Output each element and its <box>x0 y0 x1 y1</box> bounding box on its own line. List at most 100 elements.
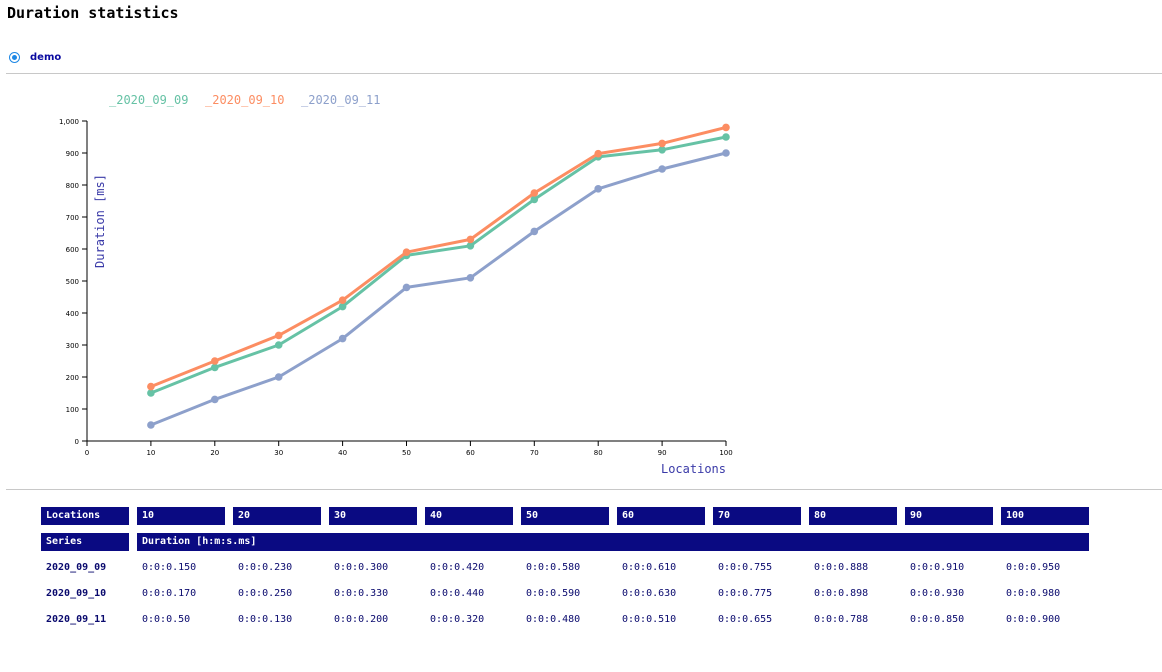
data-point <box>211 357 219 365</box>
series-line <box>150 125 727 388</box>
data-point <box>722 149 730 157</box>
data-point <box>722 123 730 132</box>
legend-entry: _2020_09_11 <box>301 93 380 107</box>
x-tick-label: 90 <box>658 449 667 457</box>
data-point <box>530 189 539 197</box>
duration-cell: 0:0:0.930 <box>910 588 965 599</box>
duration-cell: 0:0:0.440 <box>430 588 485 599</box>
data-point <box>594 149 602 158</box>
x-tick-label: 60 <box>466 449 475 457</box>
duration-cell: 0:0:0.130 <box>238 614 293 625</box>
duration-header: Duration [h:m:s.ms] <box>137 533 1089 551</box>
duration-cell: 0:0:0.850 <box>910 614 965 625</box>
data-point <box>658 146 666 154</box>
data-point <box>211 395 219 404</box>
series-name-cell: 2020_09_10 <box>46 588 107 599</box>
radio-button[interactable] <box>9 52 20 63</box>
y-tick-label: 500 <box>66 278 79 286</box>
duration-cell: 0:0:0.300 <box>334 562 389 573</box>
y-tick-label: 1,000 <box>59 118 79 126</box>
data-point <box>147 389 155 397</box>
legend-entry: _2020_09_09 <box>109 93 188 107</box>
data-point <box>658 165 666 173</box>
data-point <box>274 331 283 340</box>
y-tick-label: 100 <box>66 406 79 414</box>
page-title: Duration statistics <box>7 4 179 22</box>
location-header-cell: 10 <box>137 507 225 525</box>
series-line <box>150 151 727 427</box>
y-tick-label: 200 <box>66 374 79 382</box>
series-line <box>150 135 727 395</box>
x-axis-label: Locations <box>661 462 726 476</box>
data-point <box>530 227 539 236</box>
y-tick-label: 700 <box>66 214 79 222</box>
x-tick-label: 30 <box>274 449 283 457</box>
x-tick-label: 40 <box>338 449 347 457</box>
data-point <box>274 373 283 381</box>
data-point <box>211 363 219 372</box>
y-tick-label: 0 <box>75 438 79 446</box>
location-header-cell: 90 <box>905 507 993 525</box>
legend-entry: _2020_09_10 <box>205 93 284 107</box>
duration-cell: 0:0:0.775 <box>718 588 773 599</box>
duration-cell: 0:0:0.980 <box>1006 588 1061 599</box>
duration-cell: 0:0:0.480 <box>526 614 581 625</box>
locations-header: Locations <box>41 507 129 525</box>
duration-cell: 0:0:0.888 <box>814 562 869 573</box>
y-axis-label: Duration [ms] <box>93 174 107 268</box>
x-tick-label: 10 <box>146 449 155 457</box>
data-point <box>338 302 347 311</box>
y-tick-label: 600 <box>66 246 79 254</box>
location-header-cell: 30 <box>329 507 417 525</box>
divider-bottom <box>6 489 1162 490</box>
duration-cell: 0:0:0.250 <box>238 588 293 599</box>
x-tick-label: 0 <box>85 449 89 457</box>
duration-cell: 0:0:0.580 <box>526 562 581 573</box>
duration-cell: 0:0:0.655 <box>718 614 773 625</box>
series-name-cell: 2020_09_09 <box>46 562 107 573</box>
data-point <box>466 274 475 282</box>
series-selector[interactable]: demo <box>9 52 61 63</box>
duration-cell: 0:0:0.910 <box>910 562 965 573</box>
data-point <box>594 185 602 193</box>
duration-cell: 0:0:0.898 <box>814 588 869 599</box>
duration-cell: 0:0:0.788 <box>814 614 869 625</box>
data-point <box>338 296 347 304</box>
location-header-cell: 50 <box>521 507 609 525</box>
duration-cell: 0:0:0.900 <box>1006 614 1061 625</box>
duration-cell: 0:0:0.330 <box>334 588 389 599</box>
y-tick-label: 400 <box>66 310 79 318</box>
data-point <box>466 235 475 244</box>
data-point <box>466 242 475 250</box>
duration-cell: 0:0:0.510 <box>622 614 677 625</box>
data-point <box>402 283 411 292</box>
duration-cell: 0:0:0.50 <box>142 614 191 625</box>
duration-cell: 0:0:0.170 <box>142 588 197 599</box>
x-tick-label: 70 <box>530 449 539 457</box>
x-tick-label: 50 <box>402 449 411 457</box>
y-tick-label: 800 <box>66 182 79 190</box>
location-header-cell: 100 <box>1001 507 1089 525</box>
data-point <box>722 133 730 141</box>
series-header: Series <box>41 533 129 551</box>
location-header-cell: 80 <box>809 507 897 525</box>
duration-cell: 0:0:0.150 <box>142 562 197 573</box>
duration-cell: 0:0:0.230 <box>238 562 293 573</box>
duration-cell: 0:0:0.950 <box>1006 562 1061 573</box>
duration-cell: 0:0:0.200 <box>334 614 389 625</box>
data-point <box>338 334 347 343</box>
duration-cell: 0:0:0.320 <box>430 614 485 625</box>
duration-cell: 0:0:0.755 <box>718 562 773 573</box>
duration-cell: 0:0:0.630 <box>622 588 677 599</box>
x-tick-label: 100 <box>719 449 732 457</box>
y-tick-label: 300 <box>66 342 79 350</box>
data-point <box>274 341 283 349</box>
radio-label[interactable]: demo <box>30 52 62 63</box>
location-header-cell: 60 <box>617 507 705 525</box>
data-point <box>147 421 155 429</box>
data-point <box>530 195 539 204</box>
duration-cell: 0:0:0.610 <box>622 562 677 573</box>
data-point <box>658 139 666 148</box>
data-point <box>402 248 411 256</box>
location-header-cell: 20 <box>233 507 321 525</box>
